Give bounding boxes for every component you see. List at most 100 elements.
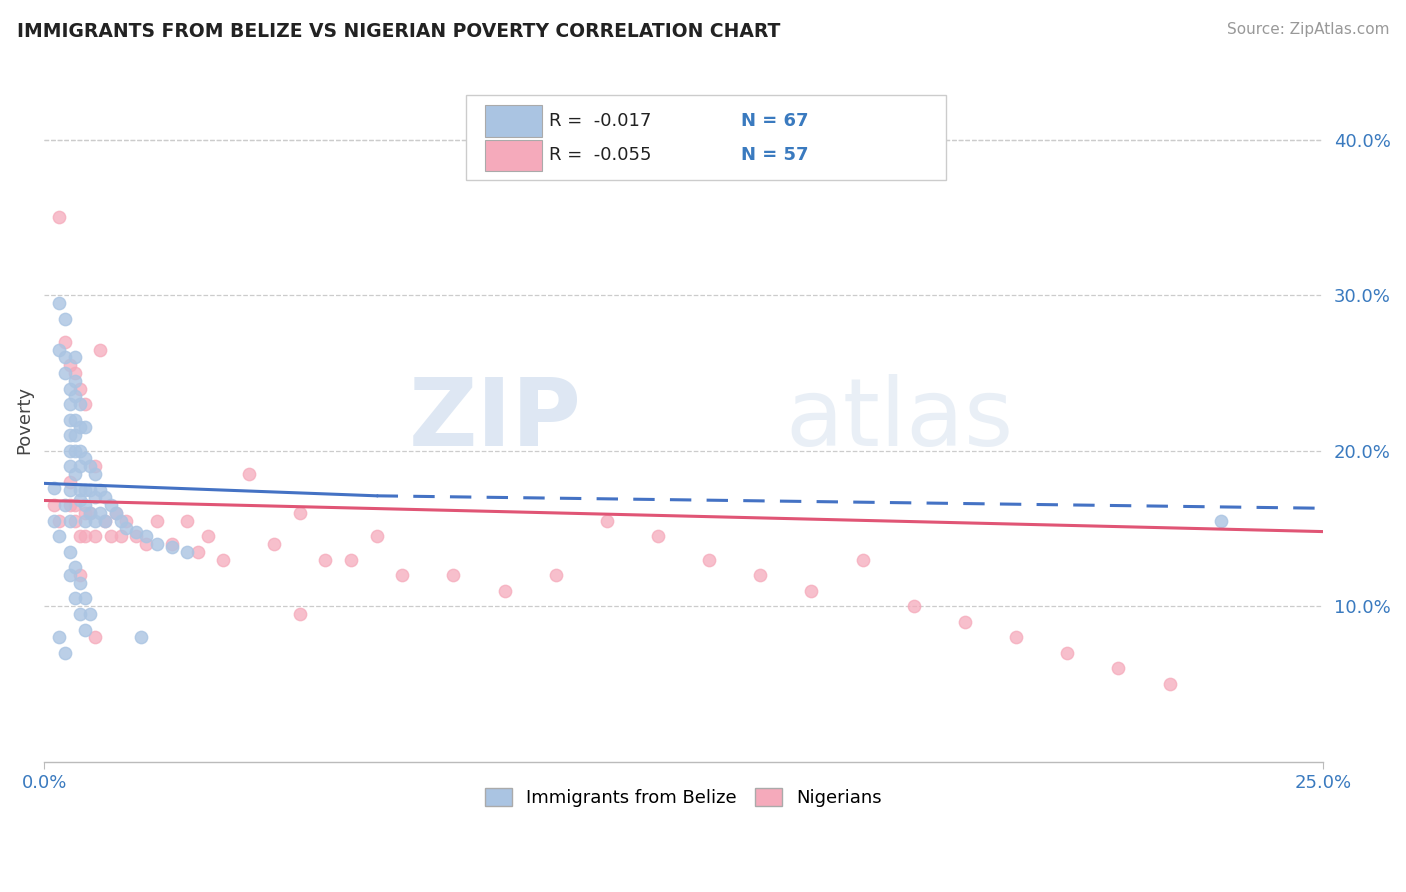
Point [145,537,167,551]
Point [59,545,82,559]
Point [48,529,70,543]
Point [84,631,107,645]
Point [197,529,219,543]
Point [44,498,66,512]
Point [63,498,86,512]
Point [59,475,82,489]
Point [84,529,107,543]
Point [59,498,82,512]
Point [263,537,285,551]
Point [73,420,96,434]
Point [135,529,157,543]
Point [1056,646,1078,660]
Point [544,568,567,582]
Point [59,568,82,582]
Point [59,412,82,426]
Point [59,397,82,411]
Point [697,552,720,566]
Point [44,514,66,528]
Point [89,343,111,357]
Point [73,451,96,466]
Point [79,459,101,474]
Point [63,351,86,365]
Point [800,583,823,598]
Point [1005,631,1028,645]
Point [94,514,117,528]
Point [73,483,96,497]
Point [63,560,86,574]
Point [187,545,209,559]
Point [53,646,76,660]
Point [89,506,111,520]
Point [53,334,76,349]
Point [79,506,101,520]
Point [63,443,86,458]
Point [115,514,138,528]
Point [84,491,107,505]
Point [69,443,91,458]
Point [53,351,76,365]
Point [288,607,311,621]
Point [63,467,86,481]
Point [59,514,82,528]
Point [238,467,260,481]
Point [48,211,70,225]
Point [69,607,91,621]
Point [212,552,235,566]
Point [79,607,101,621]
Point [44,481,66,495]
Point [69,459,91,474]
Point [441,568,464,582]
Point [145,514,167,528]
Text: ZIP: ZIP [408,374,581,466]
Point [63,366,86,380]
Point [53,311,76,326]
Point [59,483,82,497]
Point [69,568,91,582]
Point [104,506,127,520]
Point [69,397,91,411]
FancyBboxPatch shape [467,95,946,180]
Y-axis label: Poverty: Poverty [15,385,32,454]
FancyBboxPatch shape [485,105,541,137]
Point [59,358,82,372]
Point [63,374,86,388]
Point [63,591,86,606]
Point [73,623,96,637]
Point [115,521,138,535]
Point [59,382,82,396]
Point [79,506,101,520]
Point [131,631,153,645]
Point [288,506,311,520]
Point [53,498,76,512]
Point [100,498,122,512]
Point [84,467,107,481]
Point [596,514,619,528]
Point [48,296,70,310]
Point [647,529,669,543]
Point [135,537,157,551]
Text: Source: ZipAtlas.com: Source: ZipAtlas.com [1226,22,1389,37]
Point [59,428,82,442]
Text: N = 57: N = 57 [741,146,808,164]
Point [104,506,127,520]
Point [69,493,91,508]
Point [73,397,96,411]
Point [69,420,91,434]
Point [89,483,111,497]
Point [63,389,86,403]
Point [79,483,101,497]
Text: IMMIGRANTS FROM BELIZE VS NIGERIAN POVERTY CORRELATION CHART: IMMIGRANTS FROM BELIZE VS NIGERIAN POVER… [17,22,780,41]
Point [73,591,96,606]
Point [125,529,148,543]
Point [69,529,91,543]
Point [340,552,363,566]
Point [1209,514,1232,528]
Point [63,514,86,528]
Point [69,382,91,396]
Point [48,343,70,357]
Text: atlas: atlas [786,374,1014,466]
Point [48,514,70,528]
Point [1159,677,1181,691]
Text: N = 67: N = 67 [741,112,808,130]
